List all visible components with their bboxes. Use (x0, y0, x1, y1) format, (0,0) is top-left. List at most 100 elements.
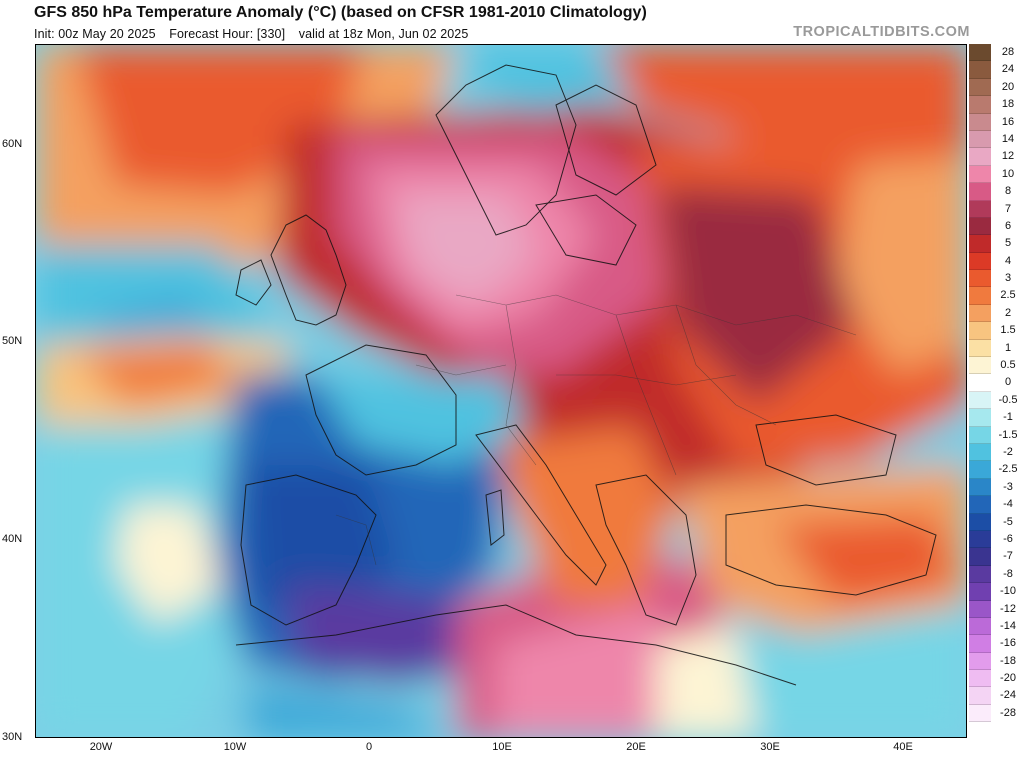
colorbar-label: 5 (1004, 237, 1012, 250)
colorbar-swatch (969, 565, 991, 584)
colorbar-label: 10 (1001, 167, 1015, 180)
colorbar-label: 20 (1001, 80, 1015, 93)
colorbar-swatch (969, 44, 991, 62)
colorbar-swatch (969, 461, 991, 479)
init-time: Init: 00z May 20 2025 (34, 27, 156, 41)
colorbar-swatch (969, 287, 991, 305)
colorbar-swatch (969, 374, 991, 392)
colorbar-swatch (969, 670, 991, 688)
lon-label-20w: 20W (89, 741, 113, 753)
anomaly-field (36, 45, 966, 737)
colorbar-label: -3 (1003, 480, 1013, 493)
colorbar-swatch (969, 357, 991, 375)
colorbar-label: -6 (1003, 532, 1013, 545)
colorbar-swatch (969, 443, 991, 462)
lat-label-30n: 30N (2, 731, 23, 743)
colorbar-swatch (969, 583, 991, 601)
colorbar-label: 12 (1001, 150, 1015, 163)
colorbar-label: 7 (1004, 202, 1012, 215)
colorbar-swatch (969, 148, 991, 166)
colorbar-swatch (969, 391, 991, 410)
colorbar-swatch (969, 687, 991, 705)
border-lines (335, 294, 857, 566)
map-subtitle: Init: 00z May 20 2025 Forecast Hour: [33… (34, 27, 478, 41)
colorbar-swatch (969, 513, 991, 531)
colorbar-label: -4 (1003, 498, 1013, 511)
colorbar-label: 1.5 (1000, 324, 1016, 337)
colorbar-swatch (969, 617, 991, 636)
colorbar-swatch (969, 130, 991, 149)
colorbar-swatch (969, 96, 991, 114)
colorbar-label: -5 (1003, 515, 1013, 528)
colorbar-label: -12 (1000, 602, 1016, 615)
lon-label-40e: 40E (893, 741, 913, 753)
colorbar-swatch (969, 530, 991, 549)
lon-label-20e: 20E (626, 741, 646, 753)
colorbar-label: 1 (1004, 341, 1012, 354)
colorbar-label: -0.5 (998, 393, 1018, 406)
lon-label-10w: 10W (223, 741, 247, 753)
colorbar-label: -16 (1000, 637, 1016, 650)
colorbar-label: -20 (1000, 672, 1016, 685)
colorbar-swatch (969, 496, 991, 514)
colorbar-label: 2.5 (1000, 289, 1016, 302)
colorbar-label: 2 (1004, 306, 1012, 319)
colorbar-swatch (969, 183, 991, 201)
valid-time: valid at 18z Mon, Jun 02 2025 (298, 27, 469, 41)
colorbar-swatch (969, 600, 991, 618)
colorbar-label: 0 (1004, 376, 1012, 389)
lat-label-50n: 50N (2, 335, 23, 347)
colorbar-label: 4 (1004, 254, 1012, 267)
colorbar-label: -7 (1003, 550, 1013, 563)
anomaly-map (35, 44, 967, 738)
lat-label-40n: 40N (2, 533, 23, 545)
brand-watermark: TROPICALTIDBITS.COM (793, 24, 970, 40)
colorbar-swatch (969, 652, 991, 671)
colorbar-label: -14 (1000, 619, 1016, 632)
colorbar-label: 6 (1004, 219, 1012, 232)
colorbar-swatch (969, 548, 991, 566)
colorbar-label: -1 (1003, 411, 1013, 424)
colorbar-swatch (969, 322, 991, 340)
colorbar-label: -24 (1000, 689, 1016, 702)
colorbar-label: 16 (1001, 115, 1015, 128)
lon-label-30e: 30E (760, 741, 780, 753)
colorbar-label: 18 (1001, 98, 1015, 111)
colorbar-label: -8 (1003, 567, 1013, 580)
colorbar-label: 0.5 (1000, 359, 1016, 372)
colorbar-swatch (969, 252, 991, 271)
colorbar-label: 14 (1001, 132, 1015, 145)
colorbar-label: 24 (1001, 63, 1015, 76)
colorbar-swatch (969, 478, 991, 497)
colorbar-swatch (969, 270, 991, 288)
coastlines (235, 64, 937, 686)
colorbar-label: -1.5 (998, 428, 1018, 441)
colorbar-label: 28 (1001, 46, 1015, 58)
lat-label-60n: 60N (2, 138, 23, 150)
colorbar-swatch (969, 200, 991, 218)
map-title: GFS 850 hPa Temperature Anomaly (°C) (ba… (34, 4, 647, 21)
forecast-hour: Forecast Hour: [330] (169, 27, 286, 41)
colorbar-label: -18 (1000, 654, 1016, 667)
colorbar-labels: 28 24 20 18 16 14 12 10 8 7 6 5 4 3 2.5 2 1.5 1 0.5 0 -0.5 -1… (992, 44, 1024, 722)
lon-label-10e: 10E (492, 741, 512, 753)
colorbar-label: -2 (1003, 445, 1013, 458)
colorbar-label: 3 (1004, 272, 1012, 285)
colorbar-swatch (969, 704, 991, 723)
colorbar-swatch (969, 304, 991, 323)
colorbar-label: -2.5 (998, 463, 1018, 476)
colorbar-label: -10 (1000, 585, 1016, 598)
colorbar-swatch (969, 339, 991, 358)
colorbar-swatch (969, 78, 991, 97)
colorbar-swatch (969, 113, 991, 131)
colorbar-swatch (969, 635, 991, 653)
colorbar-swatch (969, 165, 991, 184)
colorbar-swatch (969, 426, 991, 444)
colorbar-swatch (969, 61, 991, 79)
colorbar-swatch (969, 235, 991, 253)
colorbar-label: -28 (1000, 706, 1016, 719)
colorbar-swatch (969, 409, 991, 427)
colorbar-label: 8 (1004, 185, 1012, 198)
colorbar-swatch (969, 217, 991, 236)
lon-label-0: 0 (365, 741, 373, 753)
